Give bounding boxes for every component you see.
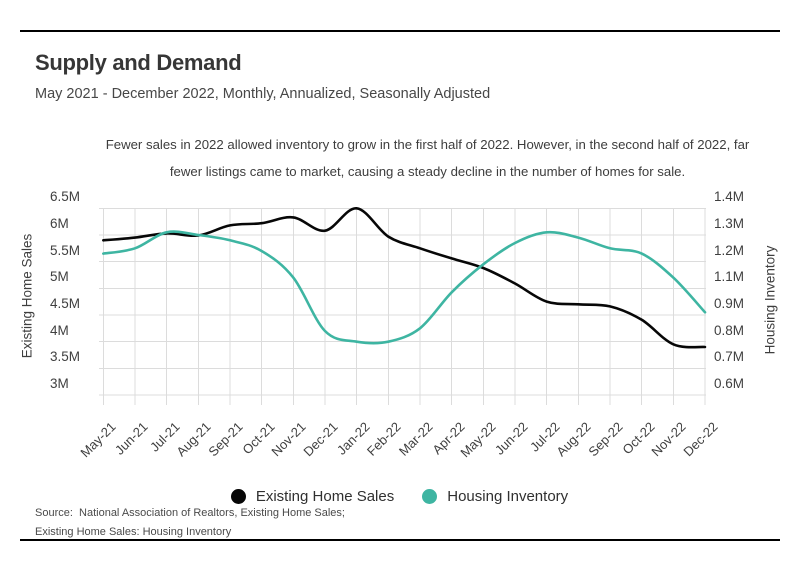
chart-subtitle: May 2021 - December 2022, Monthly, Annua…	[35, 86, 491, 102]
legend: Existing Home Sales Housing Inventory	[0, 484, 799, 508]
right-axis-tick: 0.9M	[714, 295, 745, 311]
right-axis-tick: 1.3M	[714, 215, 745, 231]
right-axis-tick: 1.4M	[714, 189, 745, 205]
right-axis-tick: 0.8M	[714, 322, 745, 338]
description-line-1: Fewer sales in 2022 allowed inventory to…	[105, 137, 750, 152]
right-axis-tick: 1.2M	[714, 242, 745, 258]
source-line-1: Source: National Association of Realtors…	[35, 507, 345, 519]
left-axis-tick: 6M	[50, 215, 69, 231]
top-rule	[20, 30, 780, 32]
left-axis-tick: 4.5M	[50, 295, 81, 311]
legend-item: Existing Home Sales	[230, 487, 395, 505]
right-axis-tick: 1.1M	[714, 269, 745, 285]
existing-home-sales-line	[102, 207, 707, 349]
left-axis-title: Existing Home Sales	[19, 233, 35, 359]
chart-title: Supply and Demand	[35, 50, 242, 75]
left-axis-tick: 5.5M	[50, 242, 81, 258]
housing-inventory-line	[102, 230, 707, 345]
chart-description: Fewer sales in 2022 allowed inventory to…	[75, 131, 780, 185]
right-axis-title: Housing Inventory	[762, 245, 778, 355]
left-axis-tick: 4M	[50, 322, 69, 338]
description-line-2: fewer listings came to market, causing a…	[169, 164, 686, 179]
legend-label: Existing Home Sales	[255, 487, 395, 505]
legend-item: Housing Inventory	[422, 488, 568, 505]
legend-label: Housing Inventory	[447, 487, 569, 505]
source-line-2: Existing Home Sales: Housing Inventory	[35, 526, 232, 538]
left-axis-tick: 3.5M	[50, 349, 81, 365]
right-axis-tick: 0.6M	[714, 375, 745, 391]
legend-dot-icon	[422, 488, 438, 504]
legend-dot-icon	[230, 488, 246, 504]
left-axis-tick: 5M	[50, 269, 69, 285]
bottom-rule	[20, 539, 780, 541]
left-axis-tick: 3M	[50, 375, 69, 391]
right-axis-tick: 0.7M	[714, 349, 745, 365]
left-axis-tick: 6.5M	[50, 189, 81, 205]
